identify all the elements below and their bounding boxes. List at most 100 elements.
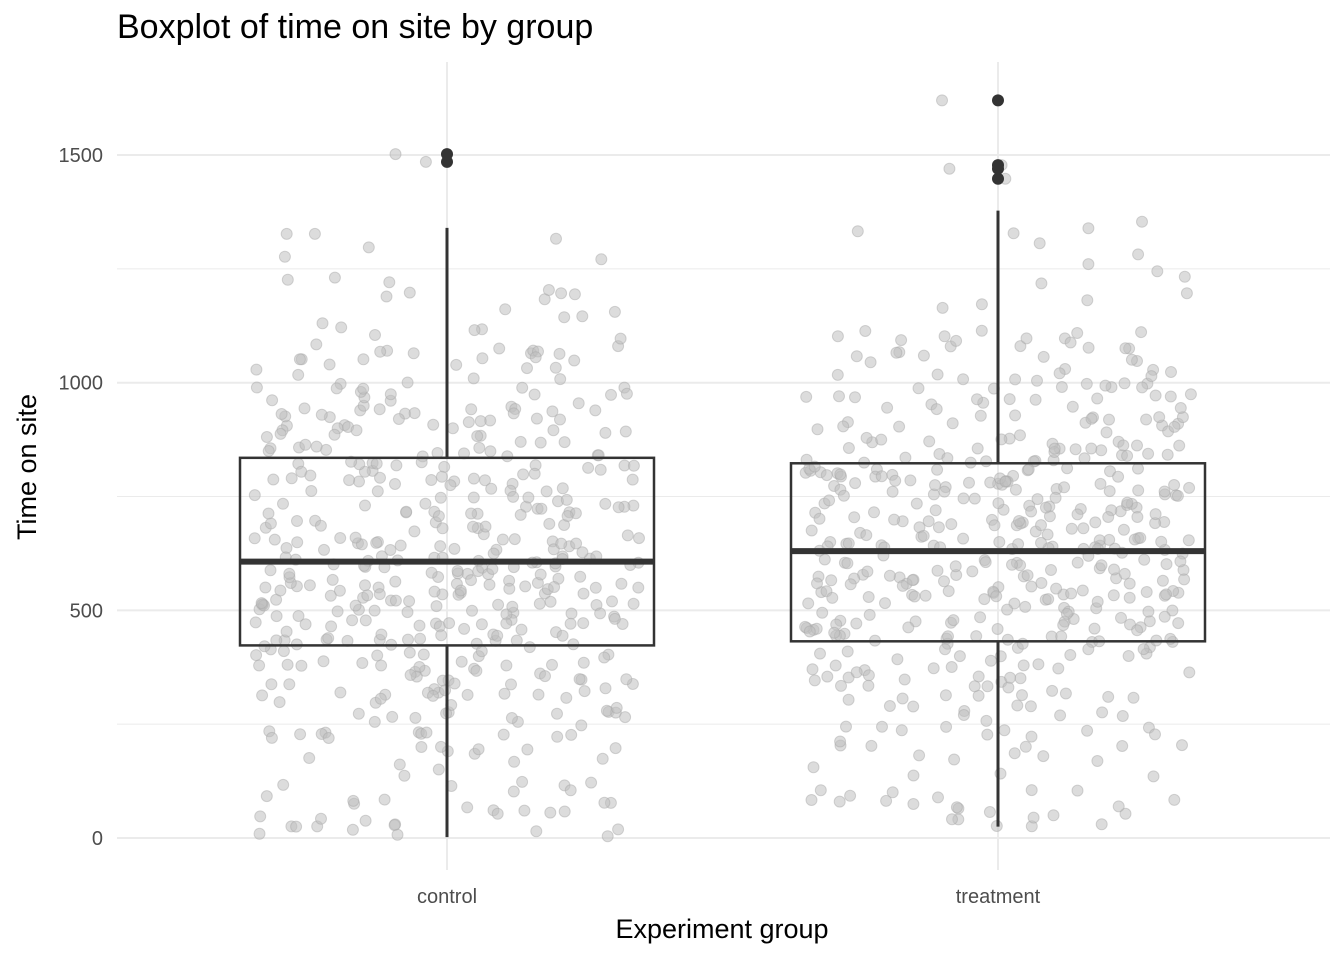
jitter-point	[1103, 413, 1115, 426]
jitter-point	[875, 470, 888, 483]
jitter-point	[474, 415, 487, 428]
jitter-point	[606, 595, 618, 608]
jitter-point	[547, 543, 560, 556]
jitter-point	[485, 482, 498, 495]
jitter-point	[875, 433, 888, 446]
jitter-point	[1096, 706, 1109, 719]
jitter-point	[998, 724, 1011, 737]
jitter-point	[943, 162, 956, 175]
jitter-point	[879, 597, 891, 610]
jitter-point	[389, 575, 402, 588]
jitter-point	[823, 494, 836, 507]
jitter-point	[373, 403, 386, 416]
jitter-point	[594, 607, 607, 620]
jitter-point	[346, 614, 359, 627]
jitter-point	[304, 469, 317, 482]
jitter-point	[359, 814, 372, 827]
jitter-point	[981, 680, 994, 693]
jitter-point	[436, 522, 449, 535]
jitter-point	[1013, 515, 1025, 527]
x-tick-label: control	[417, 886, 477, 908]
jitter-point	[891, 653, 904, 666]
jitter-point	[1003, 393, 1016, 406]
jitter-point	[1065, 522, 1078, 535]
jitter-point	[291, 515, 303, 527]
y-tick-label: 1000	[59, 373, 104, 395]
jitter-point	[947, 614, 960, 627]
jitter-point	[828, 626, 841, 639]
jitter-point	[575, 719, 588, 732]
jitter-point	[1059, 687, 1072, 700]
jitter-point	[862, 669, 875, 682]
jitter-point	[1064, 649, 1077, 661]
jitter-point	[1164, 632, 1177, 645]
jitter-point	[492, 598, 505, 611]
jitter-point	[880, 794, 893, 807]
jitter-point	[1016, 637, 1029, 650]
jitter-point	[974, 611, 987, 624]
tick-labels: 0 500 1000 1500 control treatment	[59, 145, 1041, 908]
jitter-point	[505, 712, 518, 724]
jitter-point	[992, 497, 1005, 510]
jitter-point	[842, 537, 855, 550]
jitter-point	[627, 459, 640, 472]
jitter-point	[1156, 574, 1169, 587]
jitter-point	[544, 806, 557, 819]
jitter-point	[972, 689, 985, 702]
jitter-point	[505, 678, 517, 691]
jitter-point	[1081, 724, 1094, 737]
jitter-point	[999, 475, 1012, 488]
jitter-point	[250, 363, 263, 376]
jitter-point	[266, 394, 279, 407]
jitter-point	[1022, 463, 1035, 476]
jitter-point	[577, 587, 590, 600]
jitter-point	[1160, 558, 1173, 571]
jitter-point	[1164, 390, 1177, 403]
jitter-point	[1071, 508, 1084, 521]
jitter-point	[1094, 477, 1107, 490]
jitter-point	[899, 451, 912, 464]
jitter-point	[1095, 818, 1108, 831]
jitter-point	[310, 440, 323, 453]
jitter-point	[383, 276, 396, 289]
jitter-point	[1017, 659, 1030, 672]
jitter-point	[446, 422, 459, 435]
jitter-point	[850, 617, 863, 630]
jitter-point	[941, 452, 954, 465]
jitter-point	[1033, 237, 1046, 250]
jitter-point	[1066, 400, 1079, 413]
jitter-point	[906, 574, 919, 587]
jitter-point	[931, 368, 944, 381]
jitter-point	[549, 361, 562, 374]
jitter-point	[331, 605, 344, 618]
jitter-point	[501, 450, 514, 463]
jitter-point	[522, 491, 535, 504]
jitter-point	[427, 418, 440, 431]
jitter-point	[1057, 619, 1070, 632]
jitter-point	[939, 689, 952, 702]
jitter-point	[334, 532, 347, 544]
jitter-point	[863, 608, 876, 621]
jitter-point	[608, 612, 621, 625]
jitter-point	[1053, 367, 1066, 380]
jitter-point	[278, 250, 291, 263]
jitter-point	[1076, 584, 1089, 597]
jitter-point	[910, 497, 923, 510]
jitter-point	[538, 293, 551, 306]
jitter-point	[384, 544, 397, 556]
jitter-point	[556, 482, 569, 495]
jitter-point	[1029, 393, 1042, 406]
jitter-point	[980, 455, 993, 468]
jitter-point	[818, 553, 831, 566]
jitter-point	[458, 622, 471, 635]
jitter-point	[403, 595, 416, 608]
jitter-point	[532, 688, 545, 701]
jitter-point	[968, 492, 981, 505]
jitter-point	[1095, 444, 1108, 457]
jitter-point	[1116, 710, 1129, 722]
jitter-point	[833, 390, 845, 403]
jitter-point	[496, 533, 509, 546]
jitter-point	[1046, 684, 1059, 697]
jitter-point	[1131, 439, 1143, 452]
jitter-point	[957, 373, 970, 386]
